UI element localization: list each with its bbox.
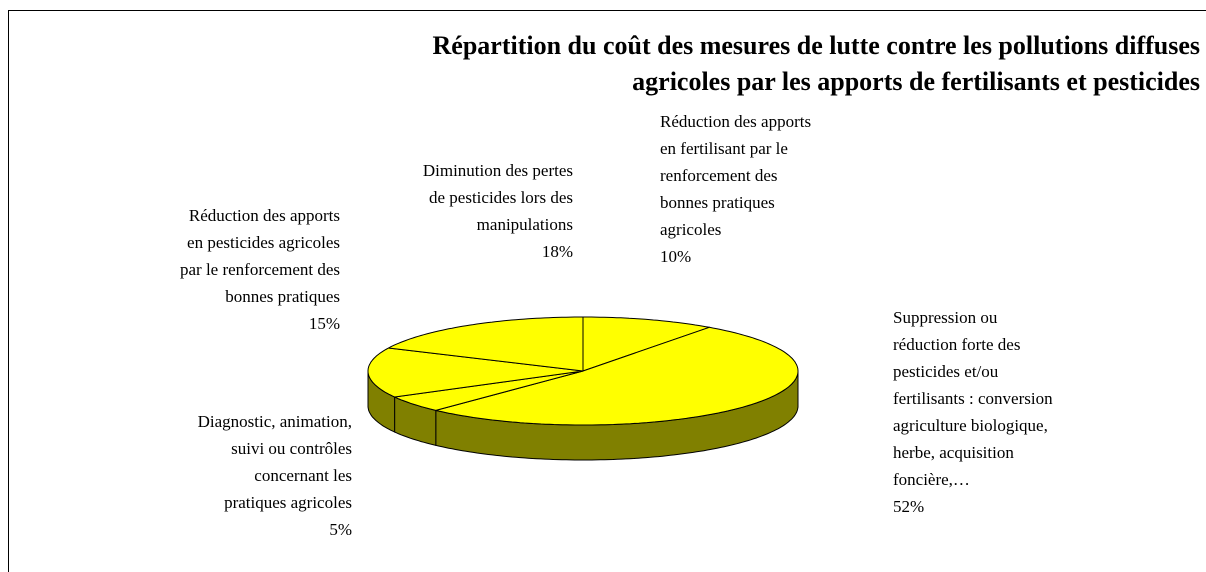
slice-label: Suppression ou réduction forte des pesti… <box>893 304 1053 520</box>
slice-label: Réduction des apports en fertilisant par… <box>660 108 811 270</box>
value-label: 18% <box>541 242 573 261</box>
value-label: 52% <box>893 497 925 516</box>
category-label: Diagnostic, animation, suivi ou contrôle… <box>197 412 352 512</box>
slice <box>435 326 799 426</box>
slice <box>367 347 584 398</box>
chart-frame <box>8 10 1206 572</box>
value-label: 10% <box>660 247 692 266</box>
value-label: 15% <box>308 314 340 333</box>
slice <box>388 316 584 372</box>
slice-label: Diagnostic, animation, suivi ou contrôle… <box>198 408 352 543</box>
category-label: Réduction des apports en fertilisant par… <box>660 112 812 239</box>
slice <box>394 370 584 411</box>
slice-label: Réduction des apports en pesticides agri… <box>180 202 340 337</box>
slice <box>582 316 710 372</box>
category-label: Diminution des pertes de pesticides lors… <box>422 161 573 234</box>
slice-label: Diminution des pertes de pesticides lors… <box>423 157 573 265</box>
value-label: 5% <box>329 520 352 539</box>
category-label: Réduction des apports en pesticides agri… <box>180 206 340 306</box>
chart-title: Répartition du coût des mesures de lutte… <box>432 31 1201 96</box>
category-label: Suppression ou réduction forte des pesti… <box>893 308 1053 489</box>
